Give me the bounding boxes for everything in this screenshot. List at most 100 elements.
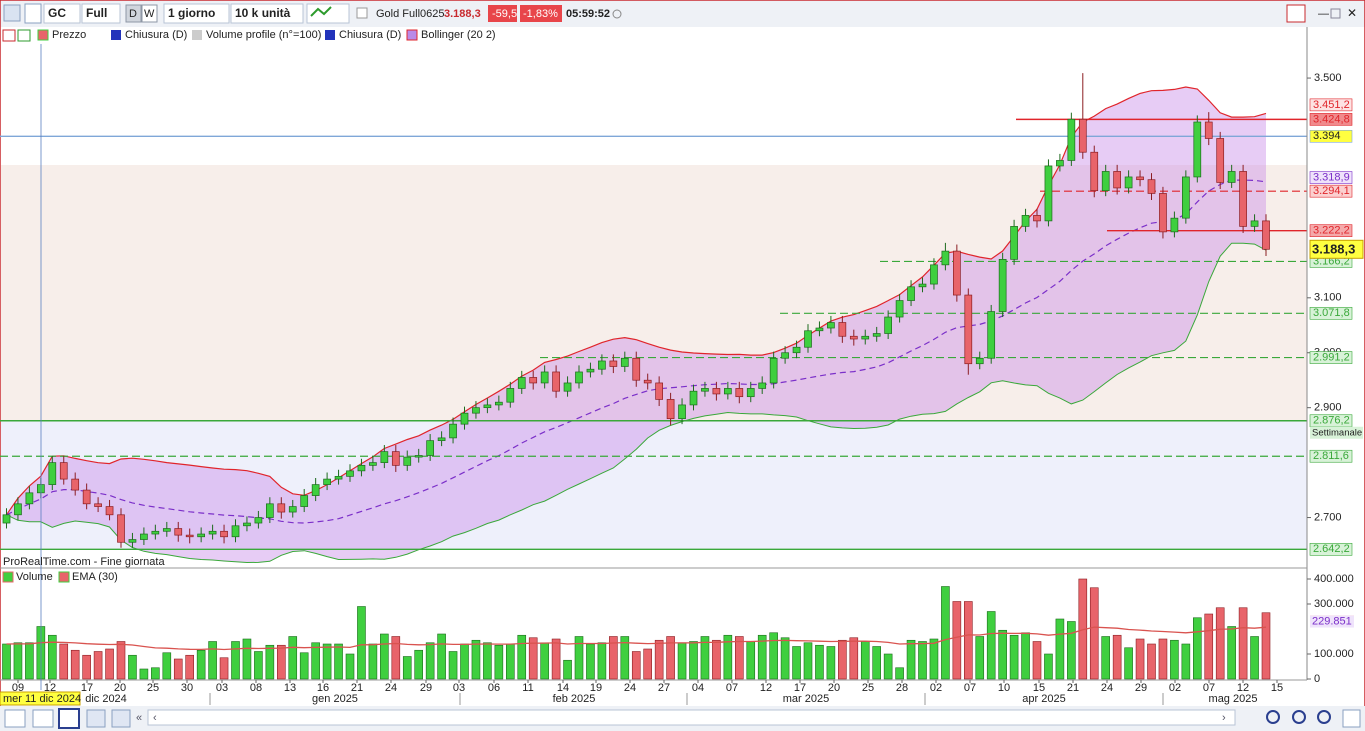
legend-button[interactable] <box>17 29 31 42</box>
scroll-left[interactable]: ‹ <box>153 712 157 724</box>
candle-body <box>941 250 950 266</box>
mode: Full <box>86 6 107 20</box>
candle-body <box>277 503 286 513</box>
candle-body <box>1181 176 1190 219</box>
scrollbar[interactable] <box>147 709 1236 726</box>
volume-legend[interactable]: Volume <box>16 571 53 583</box>
volume-bar <box>574 636 584 680</box>
candle-body <box>243 522 251 527</box>
volume-bar <box>391 636 401 680</box>
volume-bar <box>105 648 114 680</box>
volume-bar <box>780 637 790 680</box>
candle-body <box>369 462 377 466</box>
volume-bar <box>471 639 481 680</box>
volume-bar <box>654 639 664 680</box>
volume-bar <box>1124 647 1133 680</box>
bollinger-lower <box>6 242 1267 564</box>
volume-bar <box>986 611 996 680</box>
candle-body <box>460 412 469 425</box>
legend-item[interactable]: Prezzo <box>52 29 86 41</box>
volume-bar <box>563 659 572 680</box>
x-tick-label: 17 <box>81 682 93 694</box>
period-button[interactable] <box>125 4 142 23</box>
tool-button[interactable] <box>111 709 131 728</box>
volume-bar <box>941 586 950 680</box>
legend-button[interactable] <box>2 29 16 42</box>
scroll-start[interactable]: « <box>136 712 142 724</box>
x-tick-label: 21 <box>1067 682 1079 694</box>
window-restore[interactable] <box>1330 8 1341 19</box>
x-tick-label: 25 <box>862 682 874 694</box>
candle-body <box>666 399 675 420</box>
period-d: D <box>129 8 137 20</box>
level-label: 3.071,8 <box>1313 307 1350 319</box>
candle-body <box>1193 121 1202 178</box>
units-box[interactable] <box>230 3 304 24</box>
volume-bar <box>402 656 412 680</box>
timeframe-box[interactable] <box>163 3 230 24</box>
last-price: 3.188,3 <box>444 8 481 20</box>
volume-bar <box>998 629 1007 680</box>
window-minimize[interactable]: — <box>1318 8 1329 20</box>
period-button[interactable] <box>141 4 158 23</box>
tool-button[interactable] <box>4 709 26 728</box>
source-note: ProRealTime.com - Fine giornata <box>3 556 165 568</box>
legend-item[interactable]: Bollinger (20 2) <box>421 29 496 41</box>
volume-bar <box>82 654 91 680</box>
candle-body <box>586 368 595 373</box>
volume-bar <box>311 642 320 680</box>
candle-body <box>254 517 263 524</box>
last-price-bg <box>1309 239 1364 259</box>
y-tick-label: 3.500 <box>1314 72 1342 84</box>
volume-bar <box>483 642 492 680</box>
x-tick-label: 04 <box>692 682 704 694</box>
volume-bar <box>208 641 217 680</box>
candle-body <box>128 539 137 543</box>
x-tick-label: 08 <box>250 682 262 694</box>
zoom-fit[interactable] <box>1266 710 1280 724</box>
tool-button[interactable] <box>32 709 54 728</box>
symbol-box[interactable] <box>43 3 81 24</box>
volume-bar <box>963 601 973 680</box>
legend-swatch <box>37 29 49 41</box>
tool-button[interactable] <box>1342 709 1361 728</box>
mode-box[interactable] <box>81 3 121 24</box>
volume-bar <box>1227 626 1236 680</box>
window-close[interactable]: ✕ <box>1347 6 1357 20</box>
tool-button[interactable] <box>58 708 80 729</box>
tool-icon[interactable] <box>24 3 42 24</box>
volume-legend[interactable]: EMA (30) <box>72 571 118 583</box>
volume-bar <box>448 651 458 680</box>
candle-body <box>998 258 1007 312</box>
legend-item[interactable]: Chiusura (D) <box>125 29 187 41</box>
x-tick-label: 12 <box>1237 682 1249 694</box>
candle-body <box>220 530 228 538</box>
checkbox[interactable] <box>356 7 368 19</box>
volume-bar <box>528 637 538 680</box>
volume-bar <box>849 637 859 680</box>
candle-body <box>495 401 503 406</box>
volume-bar <box>1261 612 1271 680</box>
app-icon[interactable] <box>1286 4 1306 23</box>
x-tick-label: 15 <box>1271 682 1283 694</box>
legend-item[interactable]: Chiusura (D) <box>339 29 401 41</box>
cursor-label: mer 11 dic 2024 <box>3 693 81 705</box>
tool-icon[interactable] <box>3 4 21 22</box>
candle-body <box>827 322 835 329</box>
month-label: apr 2025 <box>1022 693 1065 705</box>
level-label: 3.451,2 <box>1313 99 1350 111</box>
volume-bar <box>1101 636 1110 680</box>
volume-bar <box>254 651 263 680</box>
legend-item[interactable]: Volume profile (n°=100) <box>206 29 321 41</box>
month-label: feb 2025 <box>553 693 596 705</box>
zoom-out[interactable] <box>1292 710 1306 724</box>
candle-body <box>1227 171 1236 183</box>
scroll-right[interactable]: › <box>1222 712 1226 724</box>
volume-bar <box>151 667 160 680</box>
tool-button[interactable] <box>86 709 106 728</box>
x-tick-label: 12 <box>44 682 56 694</box>
legend-swatch <box>192 30 202 40</box>
volume-bar <box>700 636 710 680</box>
zoom-in[interactable] <box>1317 710 1331 724</box>
candle-body <box>437 437 446 441</box>
